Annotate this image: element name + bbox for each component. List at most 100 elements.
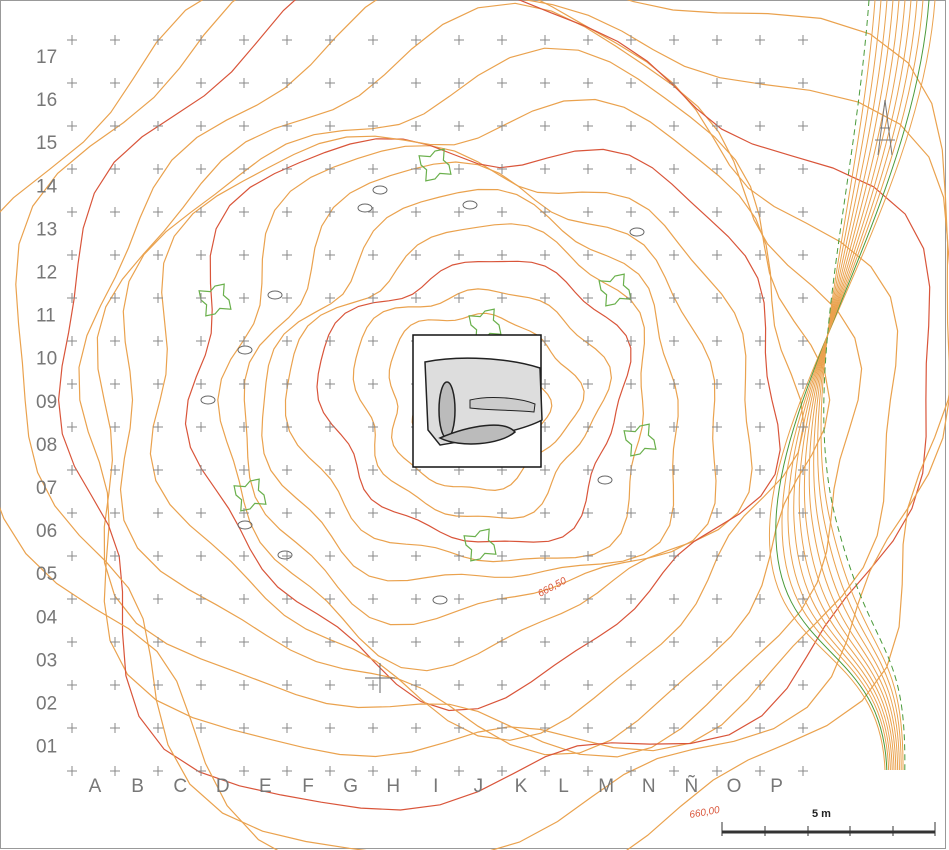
stone — [277, 550, 293, 560]
road-line — [813, 0, 900, 771]
grid-cross — [454, 637, 464, 647]
grid-cross — [669, 121, 679, 131]
grid-cross — [755, 336, 765, 346]
grid-cross — [239, 766, 249, 776]
row-label: 17 — [36, 47, 57, 68]
grid-cross — [153, 680, 163, 690]
grid-cross — [798, 723, 808, 733]
grid-cross — [282, 35, 292, 45]
grid-cross — [196, 508, 206, 518]
grid-cross — [368, 78, 378, 88]
grid-cross — [669, 293, 679, 303]
grid-cross — [67, 121, 77, 131]
grid-cross — [583, 422, 593, 432]
grid-cross — [325, 422, 335, 432]
grid-cross — [497, 207, 507, 217]
grid-cross — [325, 723, 335, 733]
grid-cross — [669, 422, 679, 432]
grid-cross — [712, 164, 722, 174]
grid-cross — [411, 207, 421, 217]
grid-cross — [110, 637, 120, 647]
grid-cross — [368, 551, 378, 561]
grid-cross — [368, 723, 378, 733]
contour-line — [352, 288, 613, 520]
grid-cross — [368, 465, 378, 475]
grid-cross — [626, 78, 636, 88]
grid-cross — [497, 78, 507, 88]
grid-cross — [67, 508, 77, 518]
grid-cross — [368, 121, 378, 131]
grid-cross — [196, 465, 206, 475]
grid-cross — [626, 508, 636, 518]
grid-cross — [626, 766, 636, 776]
grid-cross — [67, 723, 77, 733]
grid-cross — [411, 35, 421, 45]
grid-cross — [755, 637, 765, 647]
grid-cross — [110, 250, 120, 260]
grid-cross — [411, 723, 421, 733]
grid-cross — [325, 293, 335, 303]
grid-cross — [540, 680, 550, 690]
road-line — [781, 0, 924, 771]
grid-cross — [669, 336, 679, 346]
grid-cross — [755, 680, 765, 690]
grid-cross — [798, 121, 808, 131]
stone — [237, 520, 253, 530]
grid-cross — [153, 35, 163, 45]
grid-cross — [282, 121, 292, 131]
row-label: 02 — [36, 694, 57, 715]
grid-cross — [712, 637, 722, 647]
row-label: 13 — [36, 219, 57, 240]
grid-cross — [239, 336, 249, 346]
row-label: 14 — [36, 176, 58, 197]
column-label: A — [89, 776, 102, 797]
grid-cross — [497, 680, 507, 690]
grid-cross — [153, 164, 163, 174]
grid-cross — [325, 336, 335, 346]
road-line — [820, 0, 904, 771]
grid-cross — [67, 766, 77, 776]
stone — [432, 595, 448, 605]
grid-cross — [712, 207, 722, 217]
vegetation — [623, 423, 657, 457]
grid-cross — [368, 508, 378, 518]
grid-cross — [755, 766, 765, 776]
grid-cross — [239, 422, 249, 432]
grid-cross — [454, 35, 464, 45]
grid-cross — [411, 594, 421, 604]
row-label: 12 — [36, 263, 57, 284]
stone — [200, 395, 216, 405]
grid-cross — [540, 121, 550, 131]
grid-cross — [497, 164, 507, 174]
vegetation — [463, 528, 497, 562]
grid-cross — [368, 293, 378, 303]
contour-line — [217, 145, 753, 672]
grid-cross — [325, 508, 335, 518]
grid-cross — [239, 35, 249, 45]
grid-cross — [67, 293, 77, 303]
stone — [372, 185, 388, 195]
grid-cross — [239, 465, 249, 475]
grid-cross — [583, 723, 593, 733]
grid-cross — [583, 250, 593, 260]
grid-cross — [540, 551, 550, 561]
grid-cross — [497, 637, 507, 647]
row-label: 06 — [36, 521, 57, 542]
column-label: C — [173, 776, 187, 797]
grid-cross — [755, 465, 765, 475]
vegetation — [418, 148, 452, 182]
grid-cross — [196, 379, 206, 389]
grid-cross — [282, 293, 292, 303]
column-label: L — [558, 776, 569, 797]
grid-cross — [110, 680, 120, 690]
contour-line — [284, 223, 646, 563]
grid-cross — [540, 207, 550, 217]
grid-cross — [497, 723, 507, 733]
grid-cross — [196, 594, 206, 604]
grid-cross — [583, 465, 593, 475]
contour-line — [316, 260, 632, 543]
grid-cross — [153, 508, 163, 518]
grid-cross — [669, 250, 679, 260]
column-label: D — [216, 776, 230, 797]
